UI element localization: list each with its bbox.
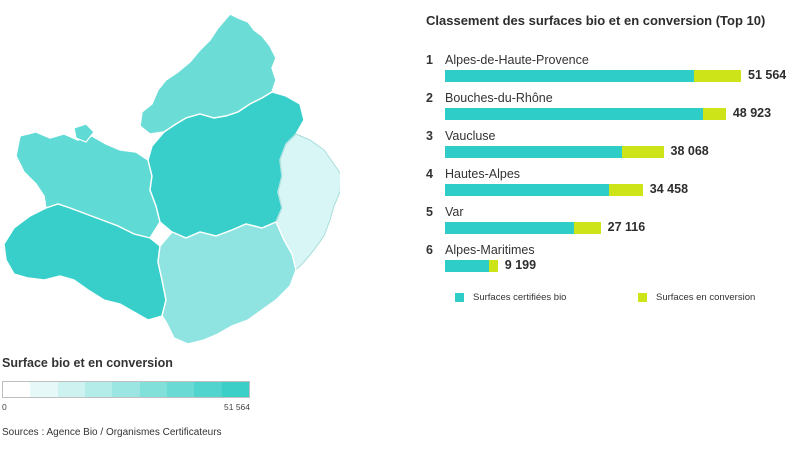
bar-rank: 6 (426, 243, 433, 257)
bar-segment-conversion[interactable] (574, 222, 601, 234)
map-region-alpes-maritimes[interactable] (275, 133, 340, 271)
legend-swatch-conversion (638, 293, 647, 302)
bar-rank: 5 (426, 205, 433, 219)
map-legend-step (84, 382, 113, 397)
legend-label-conversion: Surfaces en conversion (656, 292, 756, 303)
bar-segment-conversion[interactable] (622, 146, 664, 158)
map-legend-step (3, 382, 31, 397)
bar-value-label: 38 068 (670, 144, 709, 158)
bar-rank: 4 (426, 167, 433, 181)
legend-item-conversion[interactable]: Surfaces en conversion (638, 292, 755, 303)
map-legend-step (166, 382, 195, 397)
bar-segment-conversion[interactable] (608, 184, 643, 196)
bar-category-label: Var (445, 205, 464, 219)
map-region-enclave[interactable] (73, 123, 95, 143)
map-region-var[interactable] (157, 221, 297, 345)
map-legend-title: Surface bio et en conversion (2, 356, 173, 370)
bar-row: 2 Bouches-du-Rhône 48 923 (426, 90, 796, 128)
bar-segment-bio[interactable] (445, 108, 704, 120)
bar-value-label: 48 923 (732, 106, 772, 120)
bar-stack[interactable] (445, 222, 601, 234)
map-legend-step (57, 382, 85, 397)
map-legend-step (194, 382, 222, 397)
chart-title: Classement des surfaces bio et en conver… (426, 13, 766, 28)
bar-stack[interactable] (445, 108, 726, 120)
bar-row: 6 Alpes-Maritimes 9 199 (426, 242, 796, 280)
bar-segment-bio[interactable] (445, 222, 575, 234)
bar-value-label: 51 564 (748, 68, 787, 82)
map-legend-step (112, 382, 140, 397)
bar-category-label: Bouches-du-Rhône (445, 91, 553, 105)
map-legend-scale (2, 381, 250, 398)
legend-swatch-bio (455, 293, 464, 302)
bar-value-label: 34 458 (649, 182, 689, 196)
bar-rank: 3 (426, 129, 433, 143)
legend-label-bio: Surfaces certifiées bio (473, 292, 567, 303)
bar-row: 5 Var 27 116 (426, 204, 796, 242)
map-legend-step (221, 382, 249, 397)
bar-row: 1 Alpes-de-Haute-Provence 51 564 (426, 52, 796, 90)
bar-segment-conversion[interactable] (489, 260, 498, 272)
map-legend-step (139, 382, 167, 397)
bar-row: 3 Vaucluse 38 068 (426, 128, 796, 166)
bar-segment-bio[interactable] (445, 146, 623, 158)
bar-rank: 2 (426, 91, 433, 105)
bar-chart: 1 Alpes-de-Haute-Provence 51 564 2 Bouches-d… (426, 52, 796, 280)
bar-value-label: 9 199 (504, 258, 537, 272)
chart-legend: Surfaces certifiées bio Surfaces en conv… (455, 292, 795, 308)
bar-segment-bio[interactable] (445, 260, 490, 272)
legend-item-bio[interactable]: Surfaces certifiées bio (455, 292, 566, 303)
bar-segment-conversion[interactable] (694, 70, 741, 82)
source-note: Sources : Agence Bio / Organismes Certif… (2, 427, 222, 438)
map-region-bouches-du-rhone[interactable] (3, 203, 167, 321)
bar-row: 4 Hautes-Alpes 34 458 (426, 166, 796, 204)
bar-category-label: Alpes-Maritimes (445, 243, 535, 257)
bar-segment-bio[interactable] (445, 184, 609, 196)
bar-value-label: 27 116 (607, 220, 646, 234)
bar-category-label: Hautes-Alpes (445, 167, 521, 181)
bar-stack[interactable] (445, 184, 643, 196)
bar-segment-bio[interactable] (445, 70, 695, 82)
bar-category-label: Alpes-de-Haute-Provence (445, 53, 589, 67)
bar-category-label: Vaucluse (445, 129, 496, 143)
region-map (3, 13, 340, 345)
bar-rank: 1 (426, 53, 433, 67)
bar-stack[interactable] (445, 146, 664, 158)
bar-segment-conversion[interactable] (703, 108, 726, 120)
bar-stack[interactable] (445, 260, 498, 272)
map-legend-max: 51 564 (224, 402, 250, 412)
bar-stack[interactable] (445, 70, 741, 82)
map-legend-step (30, 382, 58, 397)
map-legend-min: 0 (2, 402, 7, 412)
